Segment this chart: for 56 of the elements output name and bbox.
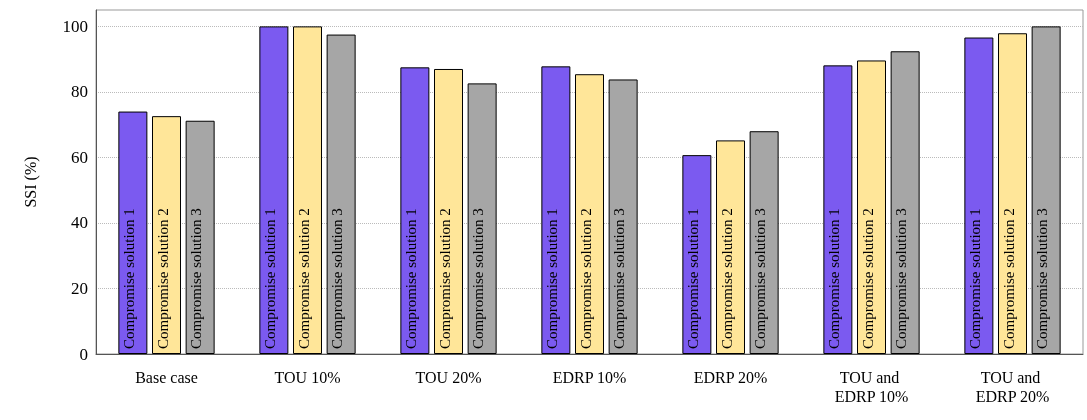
y-tick-label: 80 (71, 82, 88, 102)
bar (400, 67, 430, 354)
text: Compromise solution 1 (543, 208, 560, 349)
bar (118, 111, 148, 354)
text: Compromise solution 1 (684, 208, 701, 349)
bar (1031, 26, 1061, 354)
text: Compromise solution 2 (859, 208, 876, 349)
x-tick-label: Base case (135, 369, 198, 386)
bar (857, 60, 886, 354)
x-tick-label: TOU 10% (274, 369, 341, 386)
y-tick-label: 20 (71, 278, 88, 298)
bar (823, 65, 853, 354)
series-label: Compromise solution 2 (154, 208, 171, 349)
bar (890, 51, 920, 354)
x-tick-label: TOU and EDRP 10% (834, 369, 909, 405)
series-label: Compromise solution 3 (188, 208, 205, 349)
text: Compromise solution 1 (825, 208, 842, 349)
bar (964, 37, 994, 354)
bar (682, 155, 712, 354)
y-tick-label: 40 (71, 213, 88, 233)
bar (434, 68, 463, 354)
text: Compromise solution 3 (752, 208, 769, 349)
bar (575, 74, 604, 354)
text: Compromise solution 3 (1034, 208, 1051, 349)
text: Compromise solution 3 (329, 208, 346, 349)
text: Compromise solution 3 (611, 208, 628, 349)
bar (541, 66, 571, 354)
bar (326, 34, 356, 354)
bar (185, 120, 215, 354)
series-label: Compromise solution 1 (120, 208, 137, 349)
y-tick-label: 0 (79, 344, 88, 364)
bar (293, 26, 322, 354)
bar (716, 140, 745, 354)
y-tick-label: 60 (71, 147, 88, 167)
text: Compromise solution 1 (402, 208, 419, 349)
y-tick-label: 100 (62, 16, 88, 36)
text: Compromise solution 2 (577, 208, 594, 349)
text: Compromise solution 1 (261, 208, 278, 349)
bar (608, 79, 638, 354)
text: Compromise solution 1 (966, 208, 983, 349)
x-tick-label: EDRP 10% (552, 369, 627, 386)
y-axis-title: SSI (%) (21, 156, 40, 208)
text: Compromise solution 2 (436, 208, 453, 349)
x-tick-label: TOU and EDRP 20% (975, 369, 1050, 405)
bar (152, 116, 181, 354)
bar (259, 26, 289, 354)
text: Compromise solution 2 (295, 208, 312, 349)
text: Compromise solution 2 (1000, 208, 1017, 349)
text: Compromise solution 2 (718, 208, 735, 349)
text: Compromise solution 3 (893, 208, 910, 349)
text: Compromise solution 3 (470, 208, 487, 349)
x-tick-label: TOU 20% (415, 369, 482, 386)
bar (998, 33, 1027, 354)
bar (749, 131, 779, 354)
x-tick-label: EDRP 20% (693, 369, 768, 386)
bar (467, 83, 497, 354)
